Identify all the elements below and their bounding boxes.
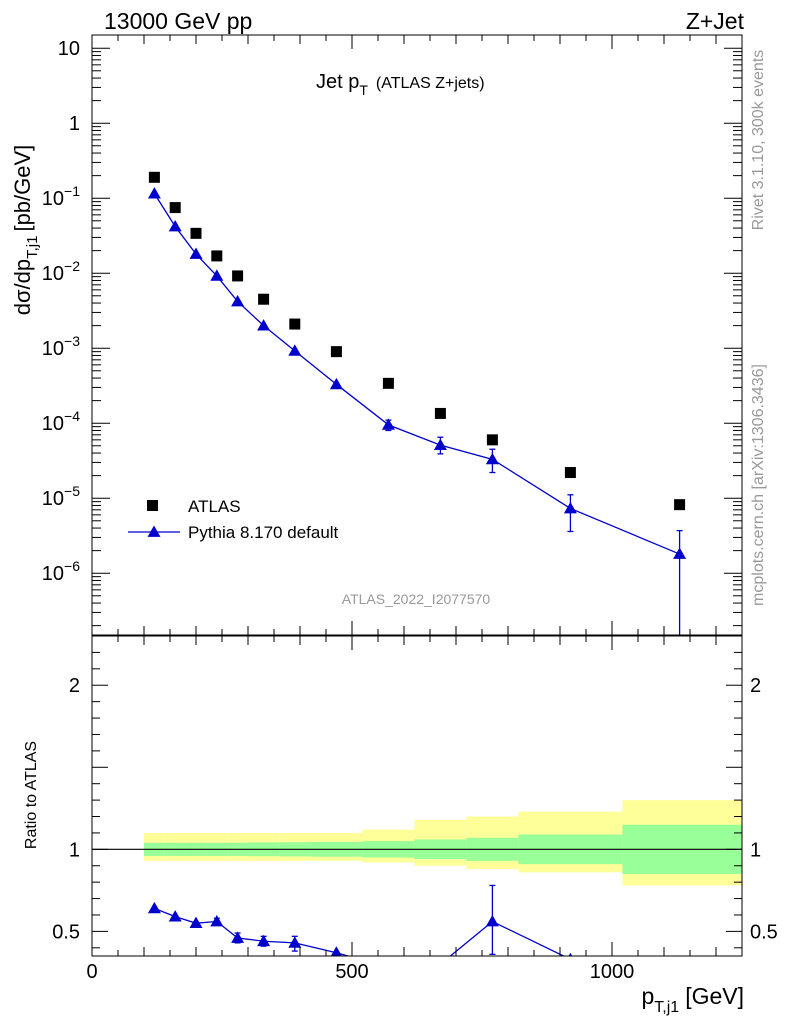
ratio-mc-point [434,958,447,969]
main-y-tick-label: 1 [69,113,80,135]
data-point [289,318,301,330]
ratio-mc-point [168,910,182,922]
legend-mc-marker [147,525,161,537]
data-point [232,270,244,282]
ratio-mc-point [147,901,161,914]
ratio-panel-frame [91,635,743,957]
ratio-mc-point [673,971,686,982]
main-y-tick-label: 10−3 [42,333,80,360]
main-y-tick-label: 10−5 [42,483,80,510]
mc-point [168,219,182,232]
axes-group: 0 500 1000 10−6 10−5 10−4 10−3 10−2 10−1 1 10 0.5 1 2… [42,34,778,983]
data-point [486,434,498,446]
data-point [258,293,270,305]
main-y-tick-label: 10−1 [42,183,80,210]
x-axis-title-unit: [GeV] [685,983,744,1009]
mc-point [485,452,499,465]
ratio-mc-point [189,916,203,929]
ratio-mc-point [382,961,395,972]
main-data-series [148,171,686,511]
ratio-mc-point [288,936,302,948]
ratio-mc-point [231,931,245,943]
x-axis-title: pT,j1 [GeV] [641,983,744,1016]
mc-point [231,294,245,307]
ratio-y-tick-label-right: 0.5 [750,921,778,943]
data-point [564,467,576,479]
ratio-mc-point [330,946,342,956]
plot-title-main: Jet p [316,71,359,93]
ratio-y-tick-label-right: 1 [750,839,761,861]
ratio-uncertainty-bands [144,800,742,886]
main-y-tick-label: 10−6 [42,558,80,585]
mc-point [288,344,302,356]
ratio-y-axis-title: Ratio to ATLAS [23,741,40,849]
process-title: 13000 GeV pp [104,8,252,34]
mc-point [147,187,161,199]
data-point [148,171,160,183]
main-y-axis-title: dσ/dpT,j1 [pb/GeV] [10,145,41,316]
mcplots-reference-label: mcplots.cern.ch [arXiv:1306.3436] [750,364,767,606]
plot-title: Jet pT (ATLAS Z+jets) [316,71,485,98]
x-axis-title-main: p [641,983,654,1009]
ratio-mc-point [257,934,271,947]
mc-point [329,377,343,390]
mc-point [210,269,224,281]
x-tick-label: 500 [335,961,368,983]
legend: ATLAS Pythia 8.170 default [128,497,339,542]
ratio-y-tick-label: 2 [69,675,80,697]
data-point [190,227,202,239]
mc-point [189,247,203,259]
mc-point [673,547,687,559]
main-y-axis-title-main: dσ/dp [10,259,35,315]
analysis-id-label: ATLAS_2022_I2077570 [342,591,491,607]
ratio-y-tick-label: 1 [69,839,80,861]
data-point [674,499,686,511]
mc-point [563,501,577,514]
main-mc-series [147,187,687,635]
main-y-axis-title-unit: [pb/GeV] [10,145,35,232]
x-axis-title-sub: T,j1 [654,999,679,1016]
mc-point [257,319,271,331]
plot-title-tag: (ATLAS Z+jets) [376,75,485,92]
main-y-tick-label: 10 [58,38,80,60]
data-point [169,202,181,214]
main-panel-frame [91,34,743,636]
ratio-mc-point [485,915,499,927]
mc-point [433,438,447,451]
ratio-y-tick-label: 0.5 [52,921,80,943]
mc-point [381,418,395,430]
main-y-tick-label: 10−4 [42,408,80,435]
plot-title-sub: T [359,82,368,98]
data-point [330,346,342,358]
data-point [382,377,394,389]
legend-data-marker [147,500,158,511]
ratio-y-tick-label-right: 2 [750,675,761,697]
legend-mc-label: Pythia 8.170 default [188,523,339,542]
main-y-axis-title-sub: T,j1 [24,236,41,259]
main-y-tick-label: 10−2 [42,258,80,285]
x-tick-label: 1000 [590,961,635,983]
ratio-mc-series [147,884,686,982]
legend-data-label: ATLAS [188,497,241,516]
x-tick-label: 0 [86,961,97,983]
final-state-title: Z+Jet [686,8,745,34]
data-point [434,407,446,419]
ratio-mc-point [210,915,224,927]
rivet-version-label: Rivet 3.1.10, 300k events [750,50,767,231]
ratio-mc-point [568,952,573,956]
data-point [211,250,223,262]
